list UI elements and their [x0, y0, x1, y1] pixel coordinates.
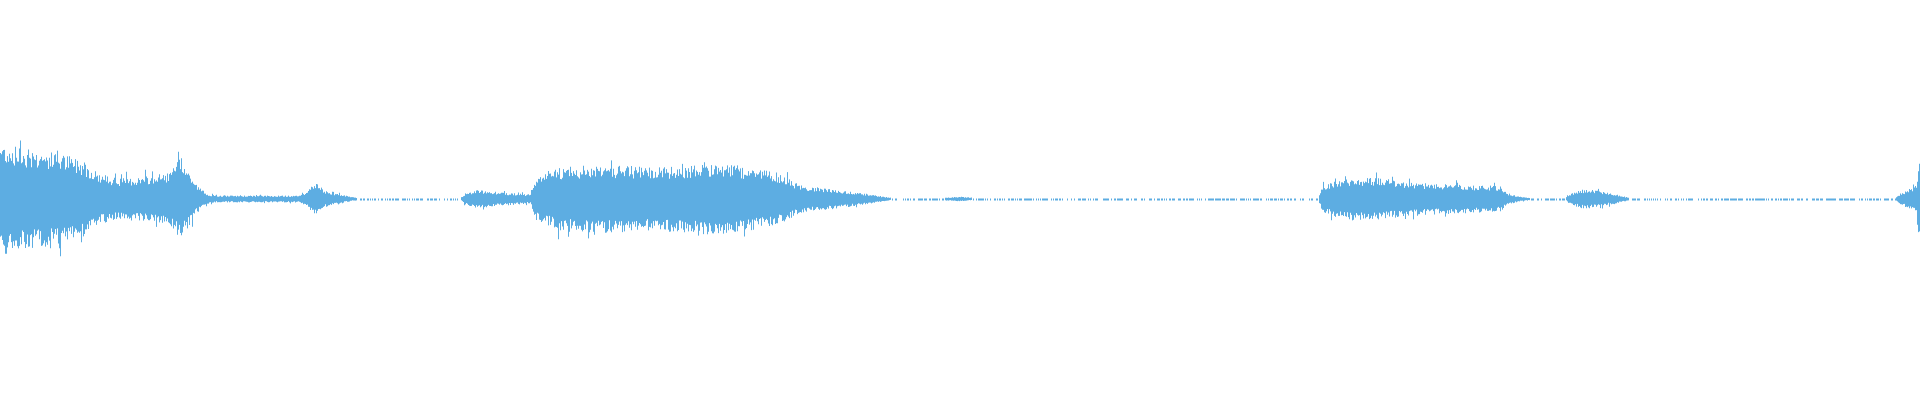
- waveform-amplitude-path: [0, 140, 1920, 257]
